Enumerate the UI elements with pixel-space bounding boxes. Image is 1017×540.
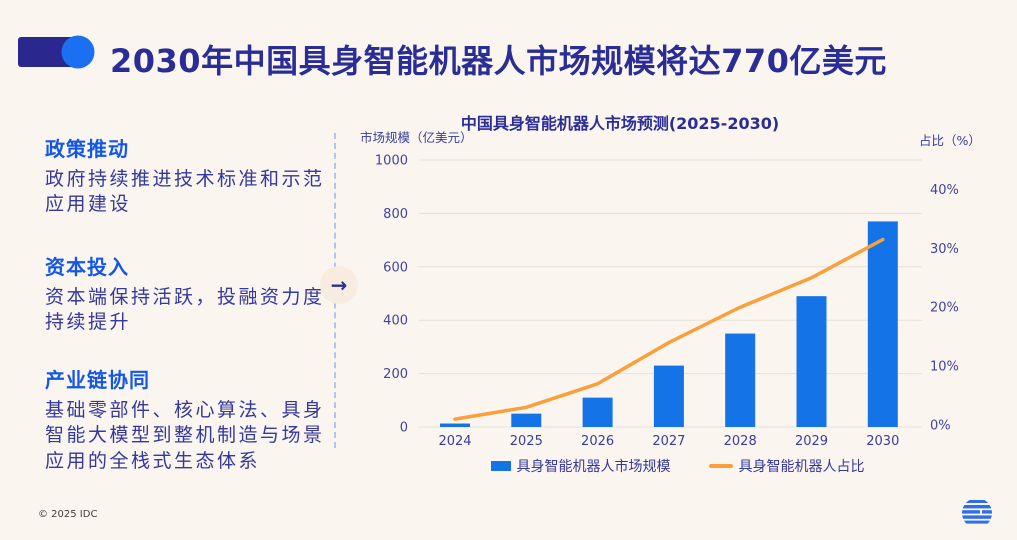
logo-dot [61,35,95,69]
bar-series-swatch [490,461,511,471]
chart-title: 中国具身智能机器人市场预测(2025-2030) [461,114,779,133]
idc-globe-icon [962,500,992,524]
right-tick-label: 10% [930,360,959,375]
left-tick-label: 200 [383,367,408,382]
market-forecast-chart: 0 200 400 600 800 1000 0% 10% 20% 30% 40% 2024 202… [355,103,1000,453]
key-drivers-panel: 政策推动 政府持续推进技术标准和示范应用建设 资本投入 资本端保持活跃，投融资力… [45,133,341,507]
legend-label: 具身智能机器人市场规模 [516,459,671,475]
x-tick-label: 2027 [652,434,685,449]
driver-body: 政府持续推进技术标准和示范应用建设 [45,168,325,216]
bar-2028 [725,333,756,427]
x-axis-labels: 2024 2025 2026 2027 2028 2029 2030 [438,434,899,449]
left-tick-label: 600 [383,260,408,275]
right-axis-ticks: 0% 10% 20% 30% 40% [930,183,959,434]
driver-section-policy: 政策推动 政府持续推进技术标准和示范应用建设 [45,133,341,218]
brand-pill-logo [18,35,95,69]
right-tick-label: 30% [930,242,959,257]
legend-item-share: 具身智能机器人占比 [708,456,865,476]
x-tick-label: 2026 [581,434,614,449]
copyright-text: © 2025 IDC [38,509,98,520]
driver-section-capital: 资本投入 资本端保持活跃，投融资力度持续提升 [45,251,341,336]
bar-2030 [867,221,898,427]
chart-legend: 具身智能机器人市场规模 具身智能机器人占比 [355,456,1000,476]
bar-2025 [511,413,542,427]
right-axis-title: 占比（%） [919,133,981,148]
x-tick-label: 2030 [866,434,899,449]
line-series [453,237,885,421]
driver-body: 基础零部件、核心算法、具身智能大模型到整机制造与场景应用的全栈式生态体系 [45,399,325,472]
x-tick-label: 2029 [795,434,828,449]
page-title: 2030年中国具身智能机器人市场规模将达770亿美元 [110,42,887,80]
driver-heading: 产业链协同 [45,368,150,393]
x-tick-label: 2025 [510,434,543,449]
bar-series [440,221,898,427]
bar-2024 [440,423,470,427]
right-tick-label: 20% [930,301,959,316]
driver-body: 资本端保持活跃，投融资力度持续提升 [45,285,325,333]
share-line [453,237,885,421]
left-tick-label: 0 [400,421,408,436]
driver-section-industry-chain: 产业链协同 基础零部件、核心算法、具身智能大模型到整机制造与场景应用的全栈式生态… [45,364,341,474]
left-axis-ticks: 0 200 400 600 800 1000 [375,154,408,436]
legend-item-market-size: 具身智能机器人市场规模 [490,456,671,476]
bar-2026 [582,397,613,427]
right-tick-label: 40% [930,183,959,198]
right-arrow-icon: → [320,266,358,304]
legend-label: 具身智能机器人占比 [738,459,865,475]
bar-2027 [653,365,684,427]
left-tick-label: 1000 [375,154,408,169]
driver-heading: 资本投入 [45,254,129,279]
x-tick-label: 2024 [438,434,471,449]
line-series-swatch [708,464,733,468]
driver-heading: 政策推动 [45,137,129,161]
left-tick-label: 400 [383,314,408,329]
bar-2029 [796,296,827,427]
right-tick-label: 0% [930,419,951,434]
left-axis-title: 市场规模（亿美元） [360,130,473,145]
left-tick-label: 800 [383,207,408,222]
x-tick-label: 2028 [724,434,757,449]
